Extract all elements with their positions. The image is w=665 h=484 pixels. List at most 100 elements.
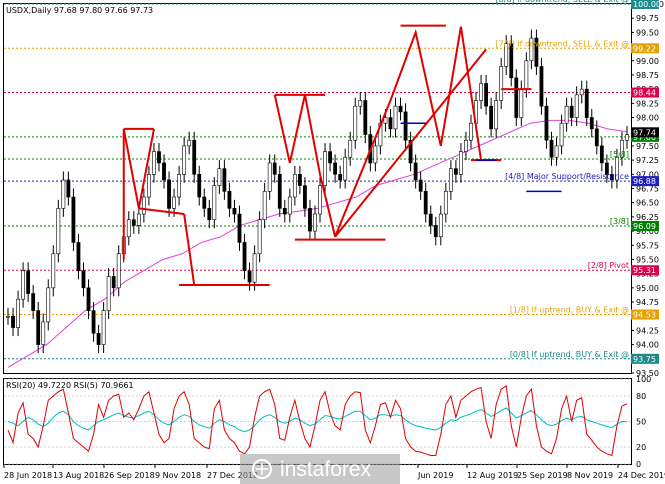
murray-price-box: 100.00 — [631, 0, 661, 9]
price-bar-body — [222, 168, 227, 192]
price-bar-body — [187, 139, 192, 147]
price-bar-body — [267, 162, 272, 192]
price-bar-body — [257, 219, 262, 255]
price-tick-label: 98.00 — [636, 114, 659, 123]
price-bar-body — [217, 168, 222, 186]
price-bar-body — [504, 43, 509, 67]
price-bar-body — [620, 139, 624, 158]
price-bar-body — [554, 145, 559, 158]
moving-average-line — [7, 119, 628, 368]
current-price-value: 97.74 — [633, 128, 656, 137]
date-tick-label: 24 Dec 2019 — [618, 471, 665, 480]
date-tick-label: 8 Nov 2019 — [567, 471, 613, 480]
murray-price-box-bg — [631, 87, 659, 98]
price-tick-label: 98.75 — [636, 71, 659, 80]
price-tick-label: 95.75 — [636, 241, 659, 250]
price-bar-body — [6, 315, 10, 318]
rsi-tick-label: 80 — [636, 392, 646, 401]
murray-level-label: [0/8] If uptrend, BUY & Exit @ — [510, 350, 629, 359]
price-bar-body — [182, 145, 187, 175]
price-bar-body — [282, 208, 287, 215]
price-bar-body — [16, 298, 20, 328]
price-bar-body — [348, 139, 353, 158]
price-bar-body — [569, 105, 574, 118]
rsi-header: RSI(20) 49.7220 RSI(5) 70.9661 — [6, 381, 134, 390]
price-bar-body — [328, 151, 332, 164]
price-bar-body — [469, 122, 473, 141]
price-bar-body — [499, 66, 504, 101]
price-bar-body — [101, 310, 106, 345]
price-bar-body — [484, 83, 488, 107]
price-tick-label: 95.00 — [636, 284, 659, 293]
price-bar-body — [313, 213, 317, 232]
price-bar-body — [152, 151, 156, 175]
price-bar-body — [292, 174, 297, 198]
price-bar-body — [197, 174, 202, 198]
price-bar-body — [338, 174, 343, 181]
trend-line — [334, 26, 462, 238]
date-tick-label: 9 Nov 2018 — [155, 471, 201, 480]
current-price-box: 97.74 — [631, 127, 659, 138]
price-bar-body — [303, 185, 307, 209]
price-bar-body — [358, 100, 363, 107]
trend-line — [138, 207, 185, 216]
price-tick-label: 97.25 — [636, 156, 659, 165]
date-axis: 28 Jun 2018 13 Aug 2018 26 Sep 2018 9 Nov 2… — [3, 465, 665, 480]
murray-price-value: 99.22 — [633, 44, 656, 53]
price-bar-body — [26, 270, 31, 294]
trend-line — [459, 26, 483, 161]
price-bar-body — [111, 276, 116, 289]
price-tick-label: 99.50 — [636, 28, 659, 37]
price-bar-body — [323, 151, 327, 186]
price-bar-body — [615, 156, 619, 181]
price-bar-body — [333, 162, 338, 175]
price-tick-label: 97.50 — [636, 142, 659, 151]
symbol-header: USDX,Daily 97.68 97.80 97.66 97.73 — [6, 6, 153, 15]
price-bar-body — [192, 139, 197, 175]
price-bar-body — [81, 270, 86, 289]
price-bar-body — [237, 213, 242, 243]
price-bar-body — [147, 174, 151, 198]
price-bar-body — [363, 100, 368, 135]
price-bar-body — [227, 191, 232, 209]
price-bar-body — [398, 105, 403, 113]
price-bar-body — [564, 105, 569, 124]
price-tick-label: 96.25 — [636, 213, 659, 222]
murray-price-box-bg — [631, 43, 659, 54]
price-bar-body — [131, 219, 136, 226]
price-bar-body — [277, 174, 282, 209]
price-tick-label: 99.00 — [636, 57, 659, 66]
price-bar-body — [272, 162, 277, 175]
date-tick-label: 27 Dec 2018 — [207, 471, 258, 480]
price-bar-body — [247, 270, 252, 283]
murray-price-box-bg — [631, 220, 659, 231]
price-tick-label: 98.25 — [636, 99, 659, 108]
watermark: instaforex — [240, 454, 400, 484]
price-bar-body — [413, 162, 418, 181]
murray-price-box-bg — [631, 0, 659, 9]
trend-line — [319, 174, 337, 237]
price-bars — [6, 29, 629, 354]
price-bar-body — [383, 117, 388, 124]
price-bar-body — [428, 213, 433, 226]
date-tick-label: 26 Sep 2018 — [104, 471, 155, 480]
price-bar-body — [489, 105, 494, 130]
price-bar-body — [579, 88, 584, 96]
murray-level-label: [2/8] Pivot — [588, 261, 629, 270]
price-bar-body — [408, 139, 413, 164]
rsi20-line — [7, 407, 628, 433]
price-bar-body — [343, 156, 348, 181]
price-bar-body — [393, 105, 398, 130]
price-bar-body — [604, 162, 609, 175]
price-tick-label: 94.00 — [636, 341, 659, 350]
price-bar-body — [21, 270, 25, 300]
price-bar-body — [529, 37, 534, 62]
price-bar-body — [438, 213, 443, 238]
murray-price-box: 96.09 — [631, 220, 659, 231]
price-bar-body — [559, 122, 564, 147]
price-bar-body — [212, 185, 217, 221]
murray-price-box-bg — [631, 176, 659, 187]
date-tick-label: 25 Sep 2019 — [517, 471, 568, 480]
price-bar-body — [584, 88, 589, 118]
trend-annotations — [122, 24, 562, 287]
